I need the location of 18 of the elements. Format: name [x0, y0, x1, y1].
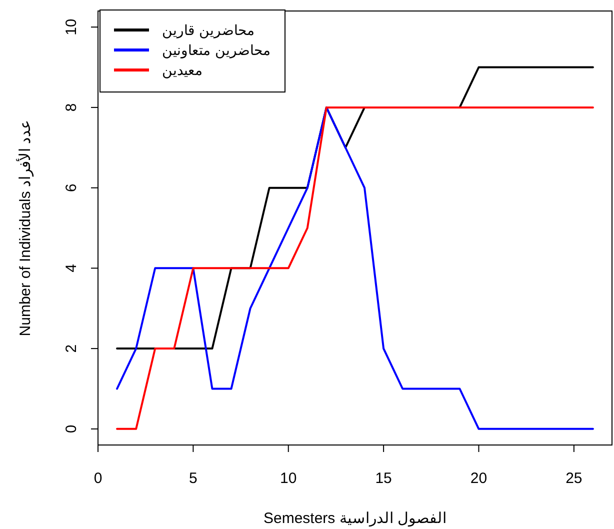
y-tick-label: 4 — [63, 264, 80, 272]
x-tick-label: 0 — [94, 470, 102, 487]
x-tick-label: 25 — [566, 470, 582, 487]
x-tick-label: 15 — [375, 470, 392, 487]
x-tick-label: 20 — [470, 470, 488, 487]
y-tick-label: 8 — [63, 103, 80, 112]
legend-label: محاضرين متعاونين — [162, 42, 271, 59]
y-tick-label: 2 — [63, 344, 80, 353]
line-series — [116, 106, 594, 430]
y-tick-label: 6 — [63, 184, 80, 192]
x-tick-label: 5 — [189, 470, 198, 487]
y-tick-label: 10 — [63, 18, 80, 36]
legend-label: محاضرين قارين — [162, 22, 255, 39]
x-tick-label: 10 — [280, 470, 297, 487]
x-axis-title: Semesters الفصول الدراسية — [263, 510, 447, 527]
y-axis-title: Number of Individuals عدد الأفراد — [16, 120, 34, 336]
y-tick-label: 0 — [63, 424, 80, 434]
legend-label: معيدين — [162, 62, 203, 79]
